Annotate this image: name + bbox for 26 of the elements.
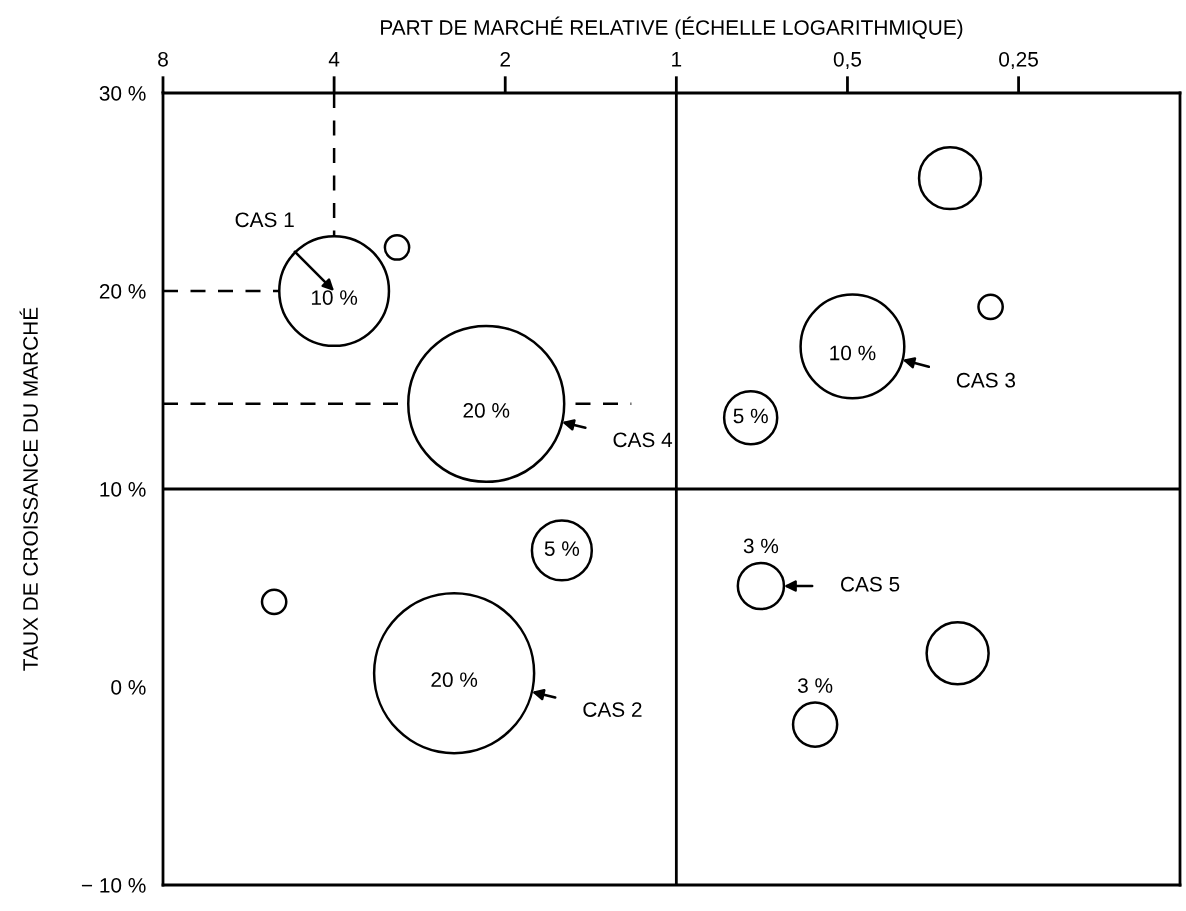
annotation: 3 % (797, 678, 833, 693)
annotation: 10 % (830, 345, 876, 361)
x-axis-title: PART DE MARCHÉ RELATIVE (ÉCHELLE LOGARITHMIQUE) (381, 16, 963, 39)
annotation: CAS 5 (841, 576, 900, 592)
y-tick-label: 10 % (100, 482, 146, 497)
x-tick-label: 2 (500, 51, 510, 67)
annotation: 5 % (733, 408, 768, 424)
annotation: 20 % (463, 403, 510, 418)
x-tick-label: 4 (328, 52, 340, 67)
annotation: 5 % (544, 541, 580, 556)
y-axis-title: TAUX DE CROISSANCE DU MARCHÉ (19, 307, 38, 671)
annotation: CAS 3 (956, 372, 1016, 388)
annotation: 20 % (431, 672, 478, 688)
annotation: 10 % (311, 290, 358, 305)
annotation: CAS 2 (583, 702, 642, 717)
x-tick-label: 0,25 (999, 51, 1038, 70)
x-tick-label: 8 (158, 51, 168, 67)
y-tick-label: 20 % (99, 284, 146, 299)
annotation: CAS 4 (613, 432, 673, 448)
y-tick-label: − 10 % (81, 878, 146, 893)
x-tick-label: 0,5 (833, 51, 862, 70)
annotation: 3 % (743, 538, 779, 554)
annotation: CAS 1 (235, 212, 294, 228)
y-tick-label: 0 % (111, 680, 146, 695)
y-tick-label: 30 % (99, 86, 146, 101)
x-tick-label: 1 (672, 52, 682, 67)
